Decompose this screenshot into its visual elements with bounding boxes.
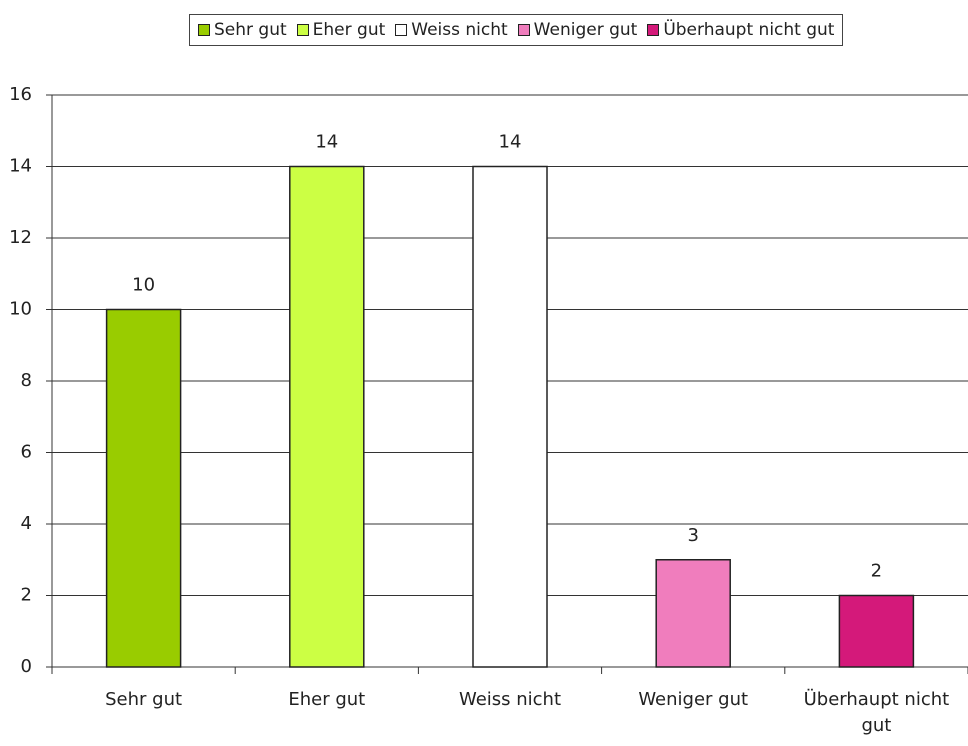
y-tick-label: 10	[9, 299, 32, 320]
bar	[105, 308, 182, 668]
x-tick-label: Sehr gut	[105, 689, 183, 710]
y-tick-label: 8	[21, 370, 32, 391]
legend-item: Sehr gut	[198, 20, 287, 40]
data-label: 3	[687, 525, 698, 546]
legend-item: Weniger gut	[517, 20, 638, 40]
legend-swatch	[198, 24, 210, 36]
legend-item: Überhaupt nicht gut	[647, 20, 834, 40]
y-tick-label: 6	[21, 442, 32, 463]
legend-label: Überhaupt nicht gut	[663, 20, 835, 40]
x-tick-label: Überhaupt nicht gut	[803, 689, 950, 736]
data-label: 2	[871, 561, 882, 582]
data-label: 14	[499, 132, 522, 153]
bar	[838, 594, 915, 668]
legend-item: Weiss nicht	[395, 20, 508, 40]
y-tick-label: 4	[21, 513, 32, 534]
y-tick-label: 12	[9, 227, 32, 248]
legend-label: Eher gut	[312, 20, 386, 40]
y-tick-label: 16	[9, 84, 32, 105]
y-tick-label: 0	[21, 656, 32, 677]
legend-swatch	[296, 24, 309, 36]
data-label: 14	[315, 132, 338, 153]
legend-item: Eher gut	[296, 20, 386, 40]
bar	[472, 165, 548, 668]
legend: Sehr gut Eher gut Weiss nicht Weniger gut Üb…	[189, 14, 844, 46]
y-tick-label: 2	[21, 585, 32, 606]
legend-swatch	[395, 24, 408, 36]
data-label: 10	[132, 275, 155, 296]
x-tick-label: Weiss nicht	[458, 689, 562, 710]
y-tick-label: 14	[9, 156, 32, 177]
legend-label: Weniger gut	[533, 20, 638, 40]
bar	[655, 559, 731, 668]
x-tick-label: Weniger gut	[638, 689, 749, 710]
legend-label: Sehr gut	[214, 20, 287, 40]
legend-swatch	[647, 24, 660, 36]
legend-label: Weiss nicht	[411, 20, 508, 40]
bar	[289, 165, 365, 668]
legend-swatch	[517, 24, 530, 36]
x-tick-label: Eher gut	[288, 689, 366, 710]
